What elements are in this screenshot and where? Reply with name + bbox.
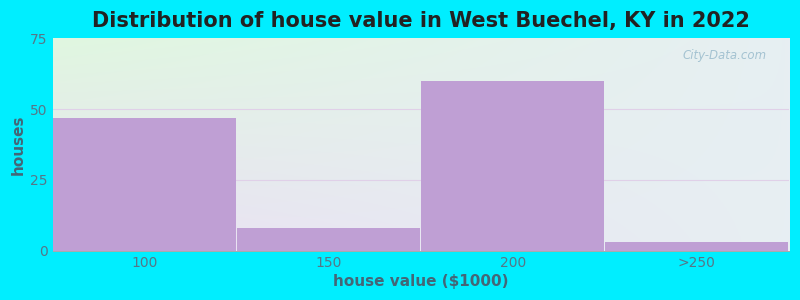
Title: Distribution of house value in West Buechel, KY in 2022: Distribution of house value in West Buec… (92, 11, 750, 31)
Bar (606, 242, 789, 251)
Bar (53, 118, 236, 251)
X-axis label: house value ($1000): house value ($1000) (333, 274, 509, 289)
Y-axis label: houses: houses (11, 114, 26, 175)
Bar (237, 228, 420, 251)
Text: City-Data.com: City-Data.com (682, 49, 767, 62)
Bar (422, 81, 604, 251)
